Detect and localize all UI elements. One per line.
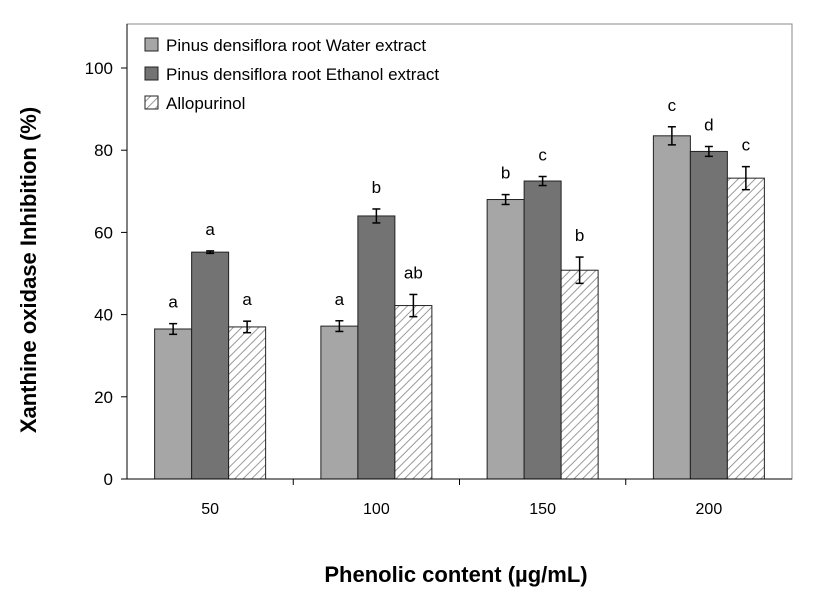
legend-swatch — [144, 37, 159, 52]
legend-label: Pinus densiflora root Ethanol extract — [166, 65, 439, 84]
x-tick-label: 200 — [696, 501, 723, 518]
bar — [320, 325, 359, 480]
significance-label: b — [372, 178, 381, 197]
y-tick-label: 40 — [94, 306, 113, 325]
significance-label: a — [335, 290, 345, 309]
significance-label: a — [168, 293, 178, 312]
bar — [652, 135, 691, 480]
significance-label: c — [538, 146, 547, 165]
significance-label: c — [742, 136, 751, 155]
bar — [228, 326, 267, 480]
significance-label: a — [205, 220, 215, 239]
x-axis-title: Phenolic content (µg/mL) — [324, 562, 587, 587]
legend-label: Pinus densiflora root Water extract — [166, 36, 426, 55]
significance-label: b — [575, 226, 584, 245]
legend-swatch — [144, 95, 159, 110]
y-tick-label: 0 — [104, 470, 113, 489]
bar — [523, 180, 562, 480]
y-ticks-group: 0 20 40 60 80 100 — [85, 59, 127, 489]
legend-swatch — [144, 66, 159, 81]
legend-label: Allopurinol — [166, 94, 245, 113]
y-tick-label: 60 — [94, 223, 113, 242]
bars-group — [154, 135, 765, 480]
x-ticks-group: 50 100 150 200 — [201, 479, 722, 518]
bar — [394, 305, 433, 480]
bar — [726, 177, 765, 480]
y-tick-label: 20 — [94, 388, 113, 407]
error-bars-group — [169, 126, 750, 336]
y-tick-label: 80 — [94, 141, 113, 160]
significance-label: ab — [404, 263, 423, 282]
y-axis-title: Xanthine oxidase Inhibition (%) — [16, 107, 41, 433]
significance-label: a — [242, 290, 252, 309]
legend: Pinus densiflora root Water extract Pinus… — [144, 36, 439, 113]
significance-label: d — [704, 116, 713, 135]
x-tick-label: 50 — [201, 501, 219, 518]
bar — [191, 251, 230, 480]
bar — [689, 150, 728, 480]
bar — [357, 215, 396, 480]
significance-label: b — [501, 164, 510, 183]
x-tick-label: 100 — [363, 501, 390, 518]
bar — [486, 199, 525, 480]
bar — [560, 269, 599, 480]
y-tick-label: 100 — [85, 59, 113, 78]
x-tick-label: 150 — [529, 501, 556, 518]
bar — [154, 328, 193, 480]
significance-label: c — [668, 96, 677, 115]
